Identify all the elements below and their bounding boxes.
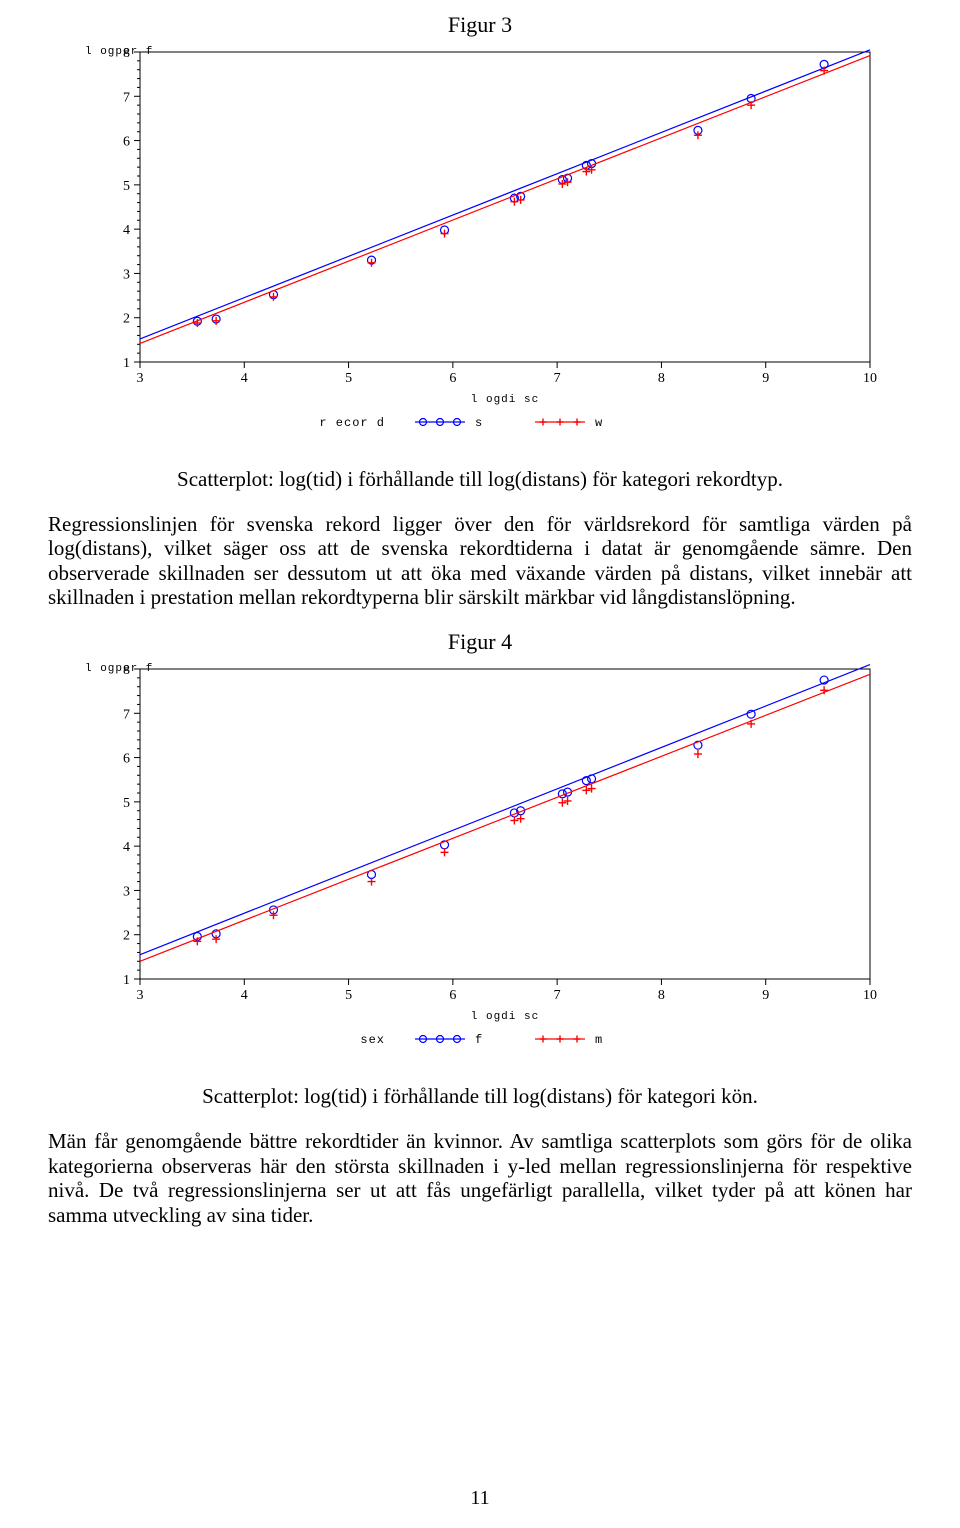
svg-text:3: 3	[137, 371, 144, 386]
svg-text:2: 2	[123, 929, 130, 944]
svg-text:5: 5	[123, 796, 130, 811]
svg-text:7: 7	[554, 371, 561, 386]
paragraph-2: Män får genomgående bättre rekordtider ä…	[48, 1129, 912, 1226]
scatter-plot: 12345678345678910l ogper fl ogdi scsexfm	[70, 659, 890, 1069]
svg-text:10: 10	[863, 988, 877, 1003]
svg-text:7: 7	[123, 708, 130, 723]
paragraph-1: Regressionslinjen för svenska rekord lig…	[48, 512, 912, 609]
figure3-chart: 12345678345678910l ogper fl ogdi scr eco…	[70, 42, 890, 457]
svg-text:l ogper f: l ogper f	[85, 663, 153, 675]
svg-text:4: 4	[123, 223, 130, 238]
page: Figur 3 1 2 3 4 5 6 7 8 3 4 5 6 7 8 9 10 l ogper f l ogdi…	[0, 0, 960, 1528]
svg-text:1: 1	[123, 356, 130, 371]
svg-text:w: w	[595, 416, 603, 430]
figure4-caption: Scatterplot: log(tid) i förhållande till…	[80, 1084, 880, 1109]
svg-text:3: 3	[137, 988, 144, 1003]
svg-text:5: 5	[345, 988, 352, 1003]
svg-text:8: 8	[658, 988, 665, 1003]
svg-text:9: 9	[762, 988, 769, 1003]
scatter-plot: 12345678345678910l ogper fl ogdi scr eco…	[70, 42, 890, 452]
svg-text:m: m	[595, 1033, 603, 1047]
svg-text:8: 8	[658, 371, 665, 386]
svg-text:l ogdi sc: l ogdi sc	[471, 394, 539, 406]
svg-text:6: 6	[449, 371, 456, 386]
page-number: 11	[0, 1487, 960, 1510]
svg-text:7: 7	[123, 90, 130, 105]
svg-text:9: 9	[762, 371, 769, 386]
svg-text:l ogdi sc: l ogdi sc	[471, 1011, 539, 1023]
figure4-chart: 12345678345678910l ogper fl ogdi scsexfm	[70, 659, 890, 1074]
svg-text:4: 4	[241, 988, 248, 1003]
svg-text:6: 6	[123, 752, 130, 767]
svg-text:5: 5	[123, 179, 130, 194]
svg-text:6: 6	[449, 988, 456, 1003]
svg-text:4: 4	[241, 371, 248, 386]
svg-text:3: 3	[123, 885, 130, 900]
svg-text:6: 6	[123, 135, 130, 150]
svg-text:s: s	[475, 416, 483, 430]
svg-text:2: 2	[123, 312, 130, 327]
svg-text:5: 5	[345, 371, 352, 386]
svg-text:r ecor d: r ecor d	[319, 416, 385, 430]
figure4-title: Figur 4	[0, 629, 960, 655]
svg-text:7: 7	[554, 988, 561, 1003]
svg-text:4: 4	[123, 841, 130, 856]
figure3-caption: Scatterplot: log(tid) i förhållande till…	[80, 467, 880, 492]
svg-text:10: 10	[863, 371, 877, 386]
svg-text:sex: sex	[360, 1033, 385, 1047]
svg-text:3: 3	[123, 267, 130, 282]
svg-text:f: f	[475, 1033, 483, 1047]
svg-text:l ogper f: l ogper f	[85, 46, 153, 58]
figure3-title: Figur 3	[0, 12, 960, 38]
svg-text:1: 1	[123, 973, 130, 988]
